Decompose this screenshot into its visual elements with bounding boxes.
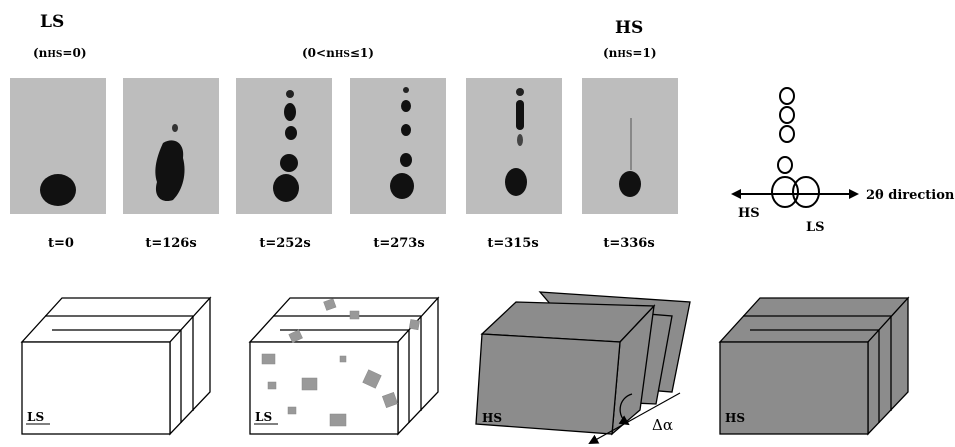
peak-circle-hs — [771, 176, 799, 208]
time-label-6: t=336s — [603, 236, 655, 251]
diffraction-spot — [284, 103, 296, 121]
diffraction-spot — [400, 153, 412, 167]
diffraction-spot — [280, 154, 298, 172]
hs-fraction-label: (nHS=1) — [603, 46, 657, 60]
time-label-1: t=0 — [48, 236, 74, 251]
crystal-hs-4 — [718, 296, 910, 436]
diffraction-panel-4 — [350, 78, 446, 214]
diffraction-panel-5 — [466, 78, 562, 214]
diffraction-spot — [403, 87, 409, 93]
crystal-ls-2 — [248, 296, 440, 436]
crystal-hs-tilted — [475, 291, 691, 436]
diffraction-panel-1 — [10, 78, 106, 214]
diffraction-spot — [172, 124, 178, 132]
peak-circle — [779, 87, 795, 105]
diffraction-spot — [155, 140, 185, 202]
hs-title: HS — [615, 18, 644, 38]
rotation-arrow — [618, 393, 633, 426]
diffraction-spot — [286, 90, 294, 98]
diffraction-spot — [390, 173, 414, 199]
diffraction-spot — [273, 174, 299, 202]
diffraction-spot — [401, 124, 411, 136]
diffraction-spot — [516, 100, 524, 130]
diffraction-spot — [516, 88, 524, 96]
mixed-fraction-label: (0<nHS≤1) — [302, 46, 374, 60]
ls-title: LS — [40, 12, 65, 32]
crystal-label: HS — [482, 411, 502, 425]
diffraction-panel-3 — [236, 78, 332, 214]
diffraction-spot — [619, 171, 641, 197]
tilt-angle-label: Δα — [652, 416, 673, 434]
diffraction-spot — [401, 100, 411, 112]
time-label-4: t=273s — [373, 236, 425, 251]
direction-label: 2θ direction — [866, 188, 955, 203]
diffraction-spot — [517, 134, 523, 146]
crystal-label: HS — [725, 411, 745, 425]
schematic-hs-label: HS — [738, 206, 760, 221]
time-label-3: t=252s — [259, 236, 311, 251]
diffraction-panel-2 — [123, 78, 219, 214]
peak-circle — [779, 106, 795, 124]
peak-circle — [779, 125, 795, 143]
tilt-axis-arrow — [588, 392, 681, 444]
diffraction-panel-6 — [582, 78, 678, 214]
time-label-2: t=126s — [145, 236, 197, 251]
diffraction-spot — [285, 126, 297, 140]
peak-schematic — [731, 87, 859, 208]
ls-fraction-label: (nHS=0) — [33, 46, 87, 60]
schematic-ls-label: LS — [806, 220, 825, 235]
diffraction-spot — [40, 174, 76, 206]
crystal-ls-1 — [20, 296, 212, 436]
crystal-label: LS — [27, 410, 44, 424]
time-label-5: t=315s — [487, 236, 539, 251]
peak-circle-ls — [792, 176, 820, 208]
crystal-label: LS — [255, 410, 272, 424]
diffraction-spot — [505, 168, 527, 196]
peak-circle — [777, 156, 793, 174]
hs-domains — [261, 298, 420, 427]
